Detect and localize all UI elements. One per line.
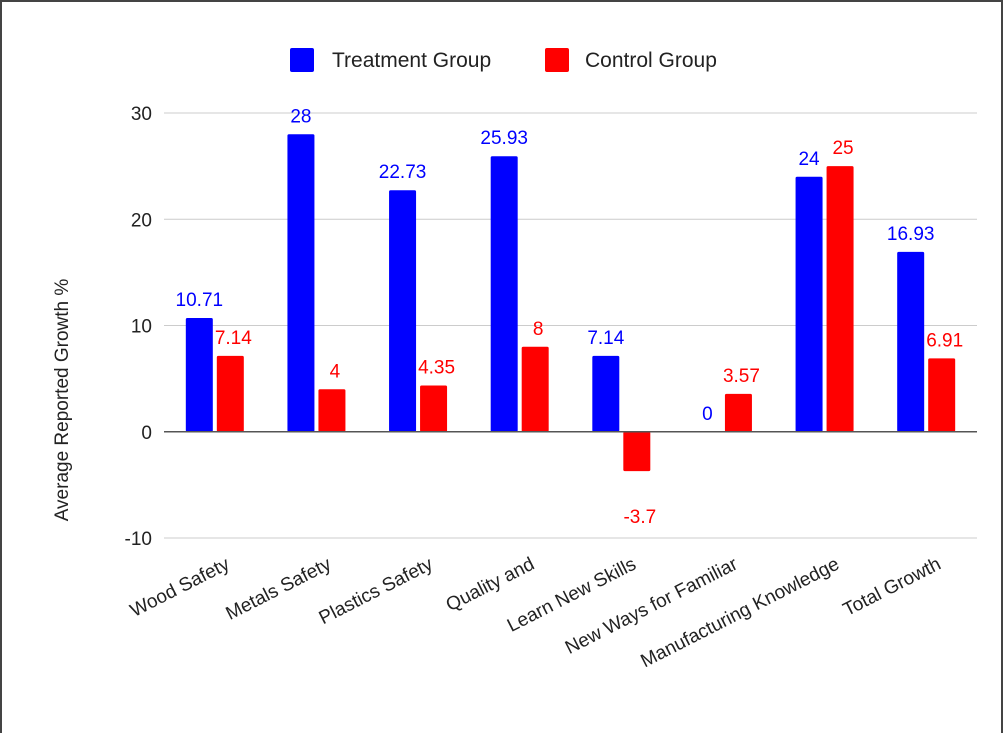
- x-category-label: Wood Safety: [127, 554, 234, 622]
- data-label-control: 6.91: [926, 330, 963, 351]
- bar-treatment: [592, 355, 620, 432]
- bar-treatment: [185, 317, 213, 432]
- data-label-treatment: 24: [798, 149, 820, 170]
- x-category-label: Total Growth: [840, 554, 945, 621]
- data-label-treatment: 16.93: [887, 224, 935, 245]
- data-label-treatment: 7.14: [587, 328, 624, 349]
- bar-control: [420, 385, 448, 432]
- data-label-control: -3.7: [623, 507, 656, 528]
- data-label-treatment: 25.93: [480, 128, 528, 149]
- bar-control: [928, 358, 956, 432]
- x-category-label: New Ways for Familiar: [562, 553, 742, 658]
- bar-treatment: [490, 156, 518, 432]
- y-tick-label: 20: [131, 210, 152, 231]
- y-tick-label: 10: [131, 317, 152, 338]
- legend: Treatment Group Control Group: [290, 48, 717, 72]
- y-tick-label: 30: [131, 104, 152, 125]
- bar-control: [521, 346, 549, 432]
- y-tick-label: -10: [125, 529, 152, 550]
- bar-treatment: [795, 176, 823, 432]
- bar-control: [724, 393, 752, 432]
- bar-control: [216, 355, 244, 432]
- legend-swatch-treatment: [290, 48, 314, 72]
- x-category-label: Quality and: [443, 554, 538, 616]
- data-label-treatment: 22.73: [379, 162, 427, 183]
- bar-treatment: [287, 134, 315, 432]
- bar-treatment: [389, 190, 417, 432]
- legend-label-treatment: Treatment Group: [332, 49, 491, 72]
- x-category-label: Plastics Safety: [316, 554, 437, 630]
- gridlines: [164, 112, 977, 539]
- bars: [185, 134, 956, 472]
- data-label-control: 4: [330, 361, 341, 382]
- bar-treatment: [897, 251, 925, 432]
- bar-control: [318, 389, 346, 432]
- data-labels: 10.71 28 22.73 25.93 7.14 0 24 16.93 7.14 4 4.35 8 -…: [176, 106, 964, 528]
- data-label-treatment: 28: [290, 106, 311, 127]
- data-label-control: 3.57: [723, 366, 760, 387]
- legend-swatch-control: [545, 48, 569, 72]
- data-label-control: 8: [533, 319, 544, 340]
- data-label-treatment: 0: [702, 404, 713, 425]
- data-label-control: 7.14: [215, 328, 252, 349]
- legend-label-control: Control Group: [585, 49, 717, 72]
- y-axis-title: Average Reported Growth %: [52, 279, 73, 522]
- bar-control: [623, 431, 651, 472]
- data-label-control: 25: [832, 138, 853, 159]
- y-tick-label: 0: [141, 423, 152, 444]
- bar-control: [826, 166, 854, 432]
- data-label-treatment: 10.71: [176, 290, 224, 311]
- data-label-control: 4.35: [418, 358, 455, 379]
